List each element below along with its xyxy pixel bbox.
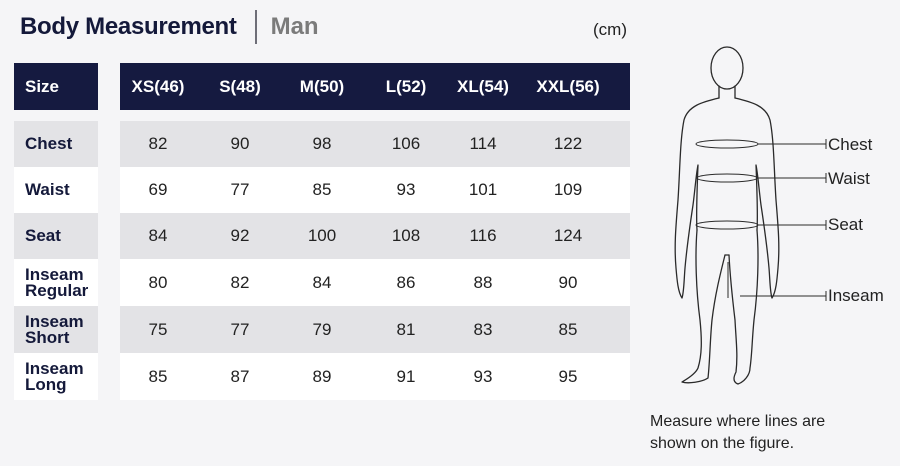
figure-label-chest: Chest bbox=[828, 135, 873, 154]
size-header: Size bbox=[14, 63, 98, 110]
table-cell: 87 bbox=[230, 366, 250, 386]
table-cell: 88 bbox=[473, 272, 493, 292]
table-cell: 85 bbox=[148, 366, 168, 386]
table-cell: 101 bbox=[468, 180, 498, 199]
table-row: 85 87 89 91 93 95 bbox=[120, 353, 630, 400]
table-cell: 83 bbox=[473, 319, 493, 339]
table-cell: 122 bbox=[553, 134, 583, 153]
table-cell: 81 bbox=[396, 319, 416, 339]
column-header: M(50) bbox=[299, 77, 345, 96]
table-cell: 85 bbox=[558, 319, 578, 339]
row-label-line: Inseam bbox=[25, 358, 84, 378]
figure-label-inseam: Inseam bbox=[828, 286, 884, 305]
table-cell: 108 bbox=[391, 226, 421, 245]
table-cell: 114 bbox=[469, 134, 497, 153]
table-cell: 106 bbox=[391, 134, 421, 153]
table-cell: 98 bbox=[312, 134, 332, 153]
table-cell: 86 bbox=[396, 272, 416, 292]
row-label-line: Regular bbox=[25, 280, 89, 300]
table-cell: 90 bbox=[558, 272, 578, 292]
table-cell: 100 bbox=[307, 226, 337, 245]
row-label-inseam-long: Inseam Long bbox=[14, 353, 98, 400]
table-cell: 80 bbox=[148, 272, 168, 292]
page-subtitle: Man bbox=[270, 13, 319, 40]
title-row: Body Measurement Man bbox=[20, 10, 319, 44]
table-cell: 85 bbox=[312, 180, 332, 199]
column-header: XL(54) bbox=[457, 77, 509, 96]
page-title: Body Measurement bbox=[20, 13, 237, 40]
table-cell: 93 bbox=[396, 180, 416, 199]
table-row: 80 82 84 86 88 90 bbox=[120, 259, 630, 306]
table-cell: 82 bbox=[230, 272, 250, 292]
table-cell: 92 bbox=[230, 226, 250, 245]
row-label-chest: Chest bbox=[14, 121, 98, 167]
table-cell: 91 bbox=[396, 366, 416, 386]
caption-line: Measure where lines are bbox=[650, 413, 826, 430]
table-cell: 75 bbox=[148, 319, 168, 339]
table-row: 82 90 98 106 114 122 bbox=[120, 121, 630, 167]
row-label-line: Inseam bbox=[25, 264, 84, 284]
table-cell: 109 bbox=[553, 180, 583, 199]
chest-measure-line bbox=[695, 139, 759, 149]
row-label-line: Inseam bbox=[25, 311, 84, 331]
row-label-line: Seat bbox=[25, 226, 61, 245]
figure-caption: Measure where lines are shown on the fig… bbox=[650, 411, 890, 455]
row-label-inseam-regular: Inseam Regular bbox=[14, 259, 98, 306]
table-cell: 93 bbox=[473, 366, 493, 386]
table-cell: 69 bbox=[148, 180, 168, 199]
table-cell: 84 bbox=[312, 272, 332, 292]
title-divider bbox=[254, 10, 257, 44]
table-cell: 124 bbox=[553, 226, 583, 245]
body-figure-illustration bbox=[674, 46, 827, 385]
row-label-line: Chest bbox=[25, 134, 73, 153]
waist-measure-line bbox=[696, 173, 758, 183]
column-header: S(48) bbox=[219, 77, 261, 96]
table-cell: 77 bbox=[230, 319, 250, 339]
caption-line: shown on the figure. bbox=[650, 435, 795, 452]
measurement-lines bbox=[695, 139, 827, 301]
row-label-line: Long bbox=[25, 374, 67, 394]
column-header: XS(46) bbox=[131, 77, 185, 96]
row-label-line: Short bbox=[25, 327, 70, 347]
table-row: 84 92 100 108 116 124 bbox=[120, 213, 630, 259]
table-row: 69 77 85 93 101 109 bbox=[120, 167, 630, 213]
table-cell: 95 bbox=[558, 366, 578, 386]
row-label-line: Waist bbox=[25, 180, 70, 199]
unit-label: (cm) bbox=[593, 20, 627, 39]
seat-measure-line bbox=[695, 220, 759, 230]
figure-label-seat: Seat bbox=[828, 215, 863, 234]
row-label-inseam-short: Inseam Short bbox=[14, 306, 98, 353]
table-cell: 116 bbox=[469, 226, 497, 245]
body-outline bbox=[674, 46, 780, 385]
table-row: 75 77 79 81 83 85 bbox=[120, 306, 630, 353]
column-header: L(52) bbox=[385, 77, 427, 96]
table-cell: 84 bbox=[148, 226, 168, 245]
column-header: XXL(56) bbox=[536, 77, 600, 96]
table-cell: 90 bbox=[230, 134, 250, 153]
row-label-waist: Waist bbox=[14, 167, 98, 213]
table-cell: 77 bbox=[230, 180, 250, 199]
table-cell: 82 bbox=[148, 134, 168, 153]
column-header-row: XS(46) S(48) M(50) L(52) XL(54) XXL(56) bbox=[120, 63, 630, 110]
table-cell: 89 bbox=[312, 366, 332, 386]
row-label-seat: Seat bbox=[14, 213, 98, 259]
figure-label-waist: Waist bbox=[828, 169, 870, 188]
table-cell: 79 bbox=[312, 319, 332, 339]
